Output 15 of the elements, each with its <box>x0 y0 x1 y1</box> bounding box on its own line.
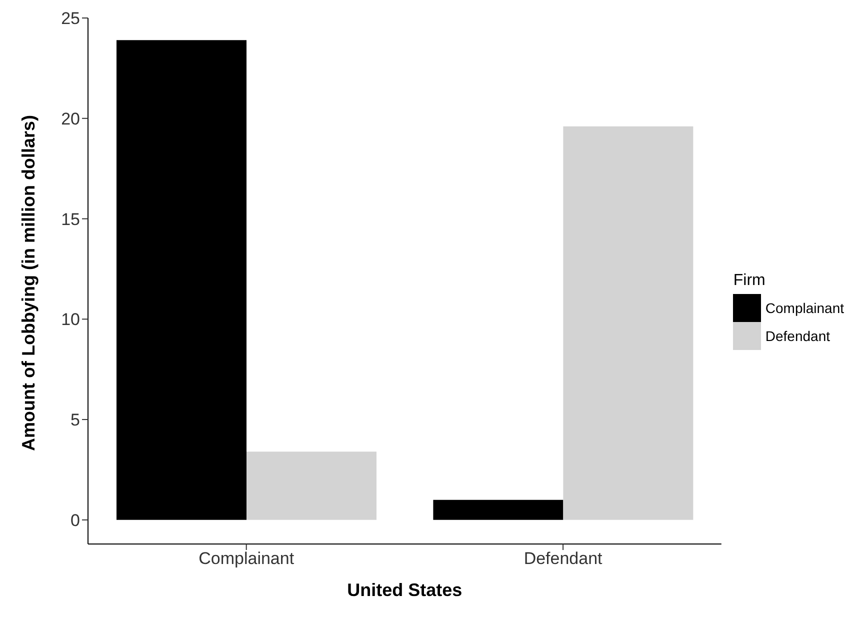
bar <box>563 126 694 520</box>
y-tick-label: 0 <box>70 510 80 530</box>
y-tick-label: 10 <box>61 310 80 330</box>
bar <box>116 40 247 520</box>
legend-label: Defendant <box>765 328 830 344</box>
x-axis-title: United States <box>347 580 462 600</box>
y-tick-label: 15 <box>61 210 80 229</box>
bar <box>246 452 377 520</box>
y-tick-label: 5 <box>70 410 80 430</box>
y-tick-label: 20 <box>61 109 80 128</box>
y-tick-label: 25 <box>61 9 80 28</box>
legend-title: Firm <box>733 272 766 290</box>
bar <box>433 500 564 520</box>
legend-label: Complainant <box>765 300 844 316</box>
y-axis-title: Amount of Lobbying (in million dollars) <box>18 115 38 451</box>
